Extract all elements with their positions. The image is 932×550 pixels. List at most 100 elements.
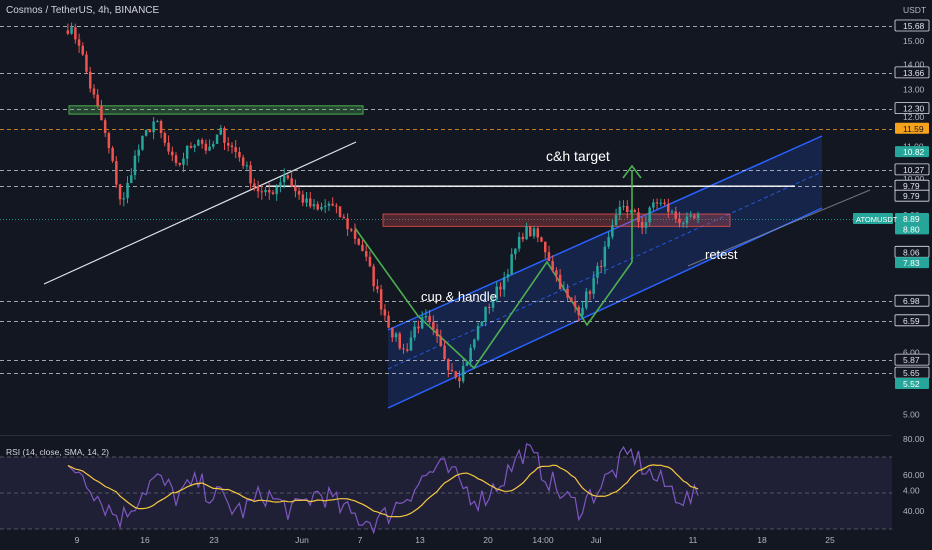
price-tick-label: 14.00 (903, 60, 925, 70)
candle-body (275, 186, 278, 195)
candle-body (476, 326, 480, 340)
candle-body (256, 186, 260, 192)
rsi-tick-label: 80.00 (903, 434, 925, 444)
candle-body (517, 236, 521, 249)
candle-body (92, 88, 96, 95)
candle-body (544, 241, 547, 253)
candle-body (488, 307, 491, 308)
candle-body (540, 237, 543, 242)
time-tick-label: 14:00 (532, 535, 554, 545)
candle-body (696, 214, 700, 219)
candle-body (111, 148, 114, 161)
candle-body (77, 39, 81, 46)
candle-body (394, 333, 398, 338)
candle-body (70, 27, 73, 34)
symbol-tag-box (853, 213, 893, 224)
annotation-text[interactable]: c&h target (546, 148, 610, 164)
candle-body (633, 210, 636, 213)
candle-body (100, 105, 103, 121)
price-tick-label: 4.00 (903, 486, 920, 496)
channel-upper-line[interactable] (387, 135, 823, 331)
price-label: 6.98 (903, 296, 920, 306)
time-tick-label: 20 (483, 535, 493, 545)
candle-body (655, 202, 659, 204)
candle-body (156, 121, 159, 123)
candle-body (212, 143, 215, 147)
price-label-box (894, 314, 930, 327)
price-axis[interactable]: 15.0014.0013.0012.0011.0010.009.008.007.… (853, 0, 932, 550)
candle-body (626, 206, 629, 212)
rising-trendline[interactable] (43, 141, 357, 285)
time-axis[interactable]: 9 16 23 Jun 7 13 20 14:00 Jul 11 18 25 (75, 535, 835, 545)
annotation-text[interactable]: retest (705, 247, 738, 262)
candle-body (297, 191, 301, 195)
candle-body (290, 178, 293, 187)
candle-body (174, 155, 178, 163)
candle-body (137, 149, 140, 156)
candle-body (611, 225, 614, 237)
annotation-text[interactable]: cup & handle (421, 289, 497, 304)
time-tick-label: Jun (295, 535, 309, 545)
symbol-title[interactable]: Cosmos / TetherUS, 4h, BINANCE (6, 5, 160, 16)
cup-and-handle-pattern[interactable] (354, 227, 633, 370)
price-label-box (894, 163, 930, 176)
candle-body (555, 270, 558, 275)
candle-body (454, 371, 457, 378)
price-label: 5.65 (903, 368, 920, 378)
candle-body (521, 236, 525, 240)
price-label-box (894, 66, 930, 79)
candle-body (599, 266, 603, 267)
candle-body (223, 128, 226, 143)
candle-body (640, 221, 644, 228)
price-label-box (895, 378, 929, 389)
rsi-line (67, 443, 699, 535)
time-tick-label: Jul (591, 535, 602, 545)
candle-body (219, 128, 222, 135)
candle-body (558, 274, 562, 290)
price-label: 10.82 (903, 147, 925, 157)
candle-body (592, 277, 595, 294)
candle-body (551, 261, 554, 271)
rsi-tick-label: 40.00 (903, 506, 925, 516)
candle-body (312, 204, 316, 207)
candle-body (361, 244, 364, 252)
extended-trendline[interactable] (687, 189, 871, 267)
support-zone[interactable] (382, 213, 731, 227)
channel-lower-line[interactable] (387, 207, 823, 409)
candle-body (424, 316, 428, 318)
candle-body (331, 203, 334, 206)
time-tick-label: 13 (415, 535, 425, 545)
resistance-zone[interactable] (68, 105, 364, 115)
annotations: c&h target cup & handle retest (421, 148, 738, 304)
candle-body (659, 202, 663, 204)
candle-body (189, 146, 193, 148)
price-label-box (895, 122, 929, 134)
candle-body (682, 223, 685, 225)
candle-body (402, 348, 405, 350)
candle-body (585, 291, 588, 308)
candle-body (637, 212, 640, 222)
price-tick-label: 13.00 (903, 85, 925, 95)
candle-body (614, 215, 618, 226)
candle-body (648, 207, 651, 223)
candle-body (447, 359, 450, 371)
rsi-title[interactable]: RSI (14, close, SMA, 14, 2) (6, 447, 109, 457)
candle-body (197, 140, 200, 146)
candle-body (215, 134, 219, 144)
candle-body (570, 297, 573, 301)
candle-body (200, 140, 204, 144)
candle-body (346, 218, 349, 230)
rsi-pane (0, 443, 892, 535)
candle-body (409, 337, 413, 351)
candle-body (379, 289, 383, 310)
candle-body (178, 163, 181, 165)
price-label-box (894, 19, 930, 32)
price-label: 6.59 (903, 316, 920, 326)
candle-body (458, 377, 461, 382)
candle-body (130, 175, 133, 183)
candle-body (510, 254, 513, 275)
candle-body (85, 54, 88, 72)
price-label: 13.66 (903, 68, 925, 78)
candle-body (81, 45, 84, 55)
